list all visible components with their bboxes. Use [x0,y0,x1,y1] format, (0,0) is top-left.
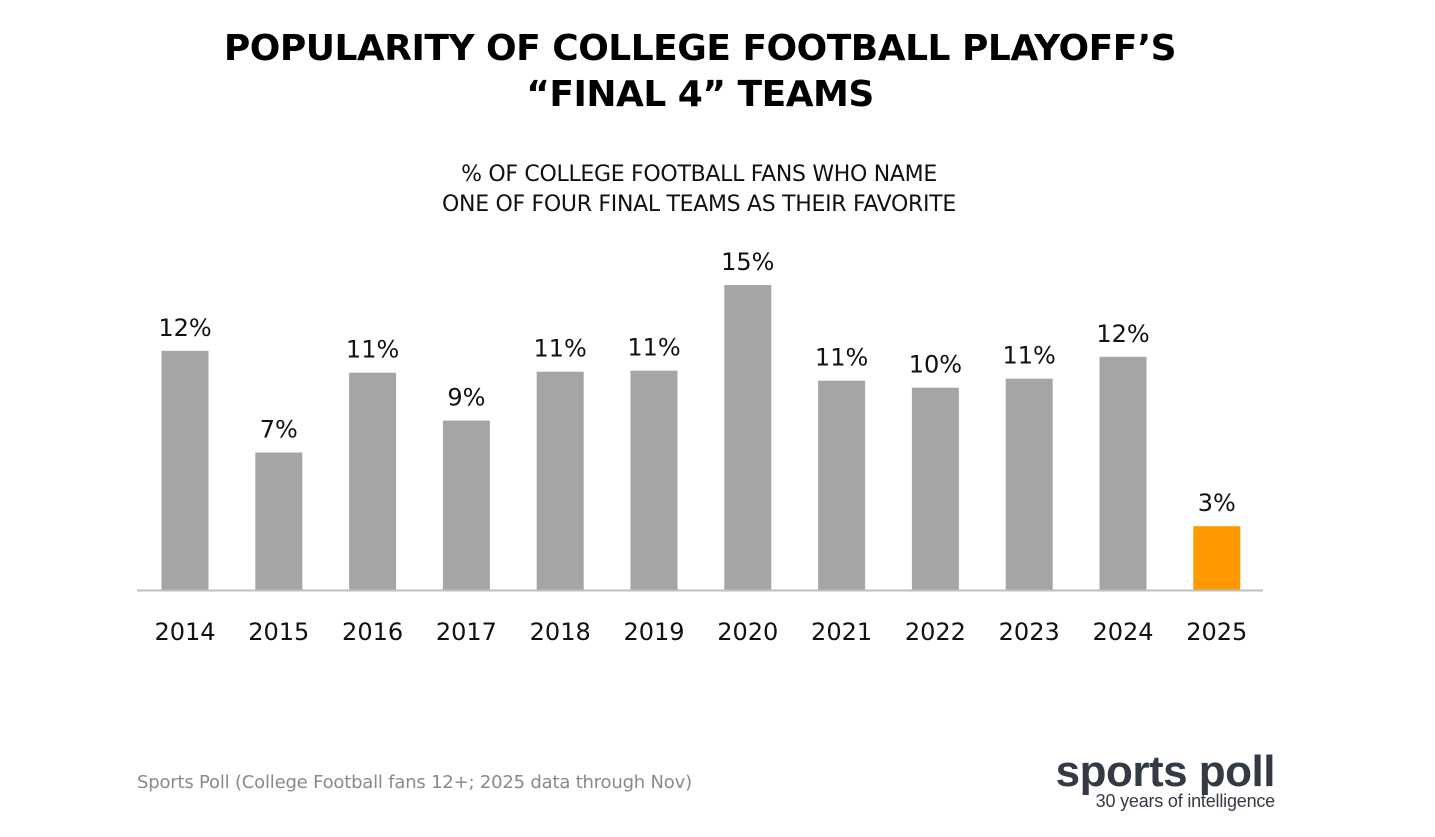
bar-2021 [818,380,866,590]
bar-2016 [349,372,397,590]
data-label-2019: 11% [627,334,680,362]
x-tick-label-2015: 2015 [248,618,309,646]
logo-tagline: 30 years of intelligence [1095,791,1276,811]
sports-poll-logo: sports poll 30 years of intelligence [1030,747,1276,811]
x-tick-label-2023: 2023 [999,618,1060,646]
data-label-2023: 11% [1003,342,1056,370]
data-label-2025: 3% [1198,489,1236,517]
x-tick-label-2019: 2019 [623,618,684,646]
bar-2020 [724,285,772,590]
x-tick-label-2020: 2020 [717,618,778,646]
data-label-2018: 11% [534,335,587,363]
data-label-2017: 9% [447,384,485,412]
bar-2022 [911,387,959,590]
x-tick-label-2018: 2018 [530,618,591,646]
x-tick-label-2017: 2017 [436,618,497,646]
bar-2024 [1099,356,1147,590]
data-label-2020: 15% [721,248,774,276]
bar-chart: 12% 2014 7% 2015 11% 2016 9% 2017 11% 2018 11% 2019… [137,248,1263,646]
data-label-2024: 12% [1096,320,1149,348]
chart-subtitle-line-1: % OF COLLEGE FOOTBALL FANS WHO NAME [461,162,937,187]
bar-2019 [630,370,678,590]
chart-title: POPULARITY OF COLLEGE FOOTBALL PLAYOFF’S… [0,26,1400,118]
data-label-2015: 7% [260,416,298,444]
data-label-2014: 12% [158,314,211,342]
logo-wordmark: sports poll [1055,747,1276,796]
chart-title-line-2: “FINAL 4” TEAMS [526,74,874,115]
x-tick-label-2016: 2016 [342,618,403,646]
bar-2015 [255,452,303,590]
chart-subtitle-line-2: ONE OF FOUR FINAL TEAMS AS THEIR FAVORIT… [442,192,956,217]
source-note: Sports Poll (College Football fans 12+; … [137,772,692,793]
x-tick-label-2021: 2021 [811,618,872,646]
chart-title-line-1: POPULARITY OF COLLEGE FOOTBALL PLAYOFF’S [223,28,1177,69]
x-tick-label-2025: 2025 [1186,618,1247,646]
data-label-2022: 10% [909,351,962,379]
data-label-2016: 11% [346,336,399,364]
x-tick-label-2022: 2022 [905,618,966,646]
bar-2025 [1193,526,1241,590]
x-tick-label-2024: 2024 [1092,618,1153,646]
bar-2023 [1005,378,1053,590]
bar-2018 [536,371,584,590]
x-tick-label-2014: 2014 [154,618,215,646]
bar-2017 [442,420,490,590]
bar-2014 [161,350,209,590]
data-label-2021: 11% [815,344,868,372]
chart-subtitle: % OF COLLEGE FOOTBALL FANS WHO NAME ONE … [0,160,1398,220]
